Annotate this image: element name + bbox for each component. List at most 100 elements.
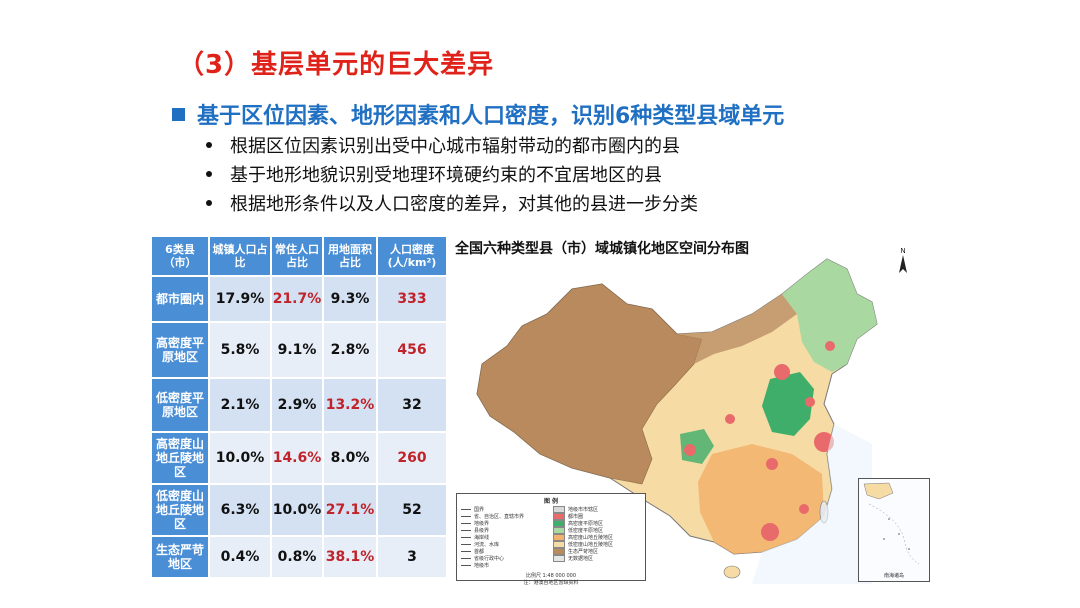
- sea-area: [752, 424, 872, 584]
- cell-land-area: 8.0%: [322, 431, 378, 485]
- cell-resident-pop: 10.0%: [270, 483, 324, 537]
- cell-urban-pop: 10.0%: [208, 431, 272, 485]
- line-swatch: [461, 551, 471, 552]
- line-swatch: [461, 558, 471, 559]
- line-swatch: [461, 530, 471, 531]
- cell-resident-pop: 21.7%: [270, 275, 324, 323]
- bullet-text: 根据地形条件以及人口密度的差异，对其他的县进一步分类: [230, 194, 698, 215]
- metro-xian: [725, 414, 735, 424]
- bullet-item: 基于地形地貌识别受地理环境硬约束的不宜居地区的县: [206, 161, 698, 190]
- bullet-dot-icon: [206, 142, 212, 148]
- color-swatch: [553, 520, 565, 527]
- cell-pop-density: 333: [376, 275, 448, 323]
- line-swatch: [461, 516, 471, 517]
- legend-item: 地级界: [461, 520, 549, 527]
- cell-resident-pop: 9.1%: [270, 321, 324, 379]
- line-swatch: [461, 509, 471, 510]
- header-county-type: 6类县（市）: [150, 235, 210, 277]
- row-category: 低密度山地丘陵地区: [150, 483, 210, 537]
- metro-xiamen: [799, 504, 809, 514]
- legend-item: 高密度平原地区: [553, 520, 641, 527]
- row-category: 生态严苛地区: [150, 535, 210, 579]
- bullet-dot-icon: [206, 200, 212, 206]
- color-swatch: [553, 513, 565, 520]
- row-category: 低密度平原地区: [150, 377, 210, 433]
- eco-region-north: [677, 294, 797, 364]
- metro-wuhan: [766, 458, 778, 470]
- header-urban-pop-share: 城镇人口占比: [208, 235, 272, 277]
- row-category: 高密度山地丘陵地区: [150, 431, 210, 485]
- header-pop-density: 人口密度(人/km²): [376, 235, 448, 277]
- legend-item: 省、自治区、直辖市界: [461, 513, 549, 520]
- cell-resident-pop: 2.9%: [270, 377, 324, 433]
- metro-chengdu: [684, 444, 696, 456]
- cell-urban-pop: 17.9%: [208, 275, 272, 323]
- color-swatch: [553, 548, 565, 555]
- high-hill-south: [698, 444, 824, 554]
- color-swatch: [553, 527, 565, 534]
- line-swatch: [461, 544, 471, 545]
- cell-urban-pop: 5.8%: [208, 321, 272, 379]
- bullet-list: 根据区位因素识别出受中心城市辐射带动的都市圈内的县 基于地形地貌识别受地理环境硬…: [206, 132, 698, 219]
- line-swatch: [461, 523, 471, 524]
- metro-qingdao: [805, 397, 815, 407]
- county-type-table: 6类县（市） 城镇人口占比 常住人口占比 用地面积占比 人口密度(人/km²) …: [150, 235, 448, 579]
- cell-pop-density: 3: [376, 535, 448, 579]
- cell-land-area: 13.2%: [322, 377, 378, 433]
- row-category: 都市圈内: [150, 275, 210, 323]
- section-title: （3）基层单元的巨大差异: [178, 50, 495, 80]
- bullet-item: 根据地形条件以及人口密度的差异，对其他的县进一步分类: [206, 190, 698, 219]
- legend-item: 无数据地区: [553, 555, 641, 562]
- metro-pearl-river: [761, 523, 779, 541]
- cell-urban-pop: 0.4%: [208, 535, 272, 579]
- table-row: 都市圈内 17.9% 21.7% 9.3% 333: [150, 275, 448, 323]
- metro-shenyang: [825, 341, 835, 351]
- table-row: 高密度山地丘陵地区 10.0% 14.6% 8.0% 260: [150, 431, 448, 485]
- eco-region-west: [476, 283, 703, 485]
- line-swatch: [461, 537, 471, 538]
- table-row: 生态严苛地区 0.4% 0.8% 38.1% 3: [150, 535, 448, 579]
- legend-heading: 图 例: [543, 498, 559, 505]
- table-row: 高密度平原地区 5.8% 9.1% 2.8% 456: [150, 321, 448, 379]
- china-county-type-map: [476, 258, 878, 584]
- hainan-island: [723, 565, 741, 579]
- cell-resident-pop: 0.8%: [270, 535, 324, 579]
- legend-item: 地级市: [461, 562, 549, 569]
- south-china-sea-inset: 南海诸岛: [858, 478, 930, 582]
- cell-resident-pop: 14.6%: [270, 431, 324, 485]
- legend-item: 县级界: [461, 527, 549, 534]
- cell-land-area: 2.8%: [322, 321, 378, 379]
- legend-left-column: 国界 省、自治区、直辖市界 地级界 县级界 海岸线 河流、水库 首都 省级行政中…: [461, 506, 549, 569]
- north-arrow-icon: N: [899, 248, 907, 273]
- cell-urban-pop: 2.1%: [208, 377, 272, 433]
- subtitle-text: 基于区位因素、地形因素和人口密度，识别6种类型县域单元: [197, 104, 785, 129]
- color-swatch: [553, 534, 565, 541]
- table-header-row: 6类县（市） 城镇人口占比 常住人口占比 用地面积占比 人口密度(人/km²): [150, 235, 448, 277]
- legend-item: 河流、水库: [461, 541, 549, 548]
- cell-pop-density: 456: [376, 321, 448, 379]
- table-row: 低密度平原地区 2.1% 2.9% 13.2% 32: [150, 377, 448, 433]
- metro-beijing: [774, 364, 790, 380]
- bullet-text: 根据区位因素识别出受中心城市辐射带动的都市圈内的县: [230, 136, 680, 157]
- legend-item: 国界: [461, 506, 549, 513]
- subtitle: 基于区位因素、地形因素和人口密度，识别6种类型县域单元: [172, 98, 784, 130]
- row-category: 高密度平原地区: [150, 321, 210, 379]
- legend-item: 高密度山地丘陵地区: [553, 534, 641, 541]
- high-plain-north: [762, 372, 814, 436]
- cell-land-area: 27.1%: [322, 483, 378, 537]
- cell-pop-density: 32: [376, 377, 448, 433]
- table-row: 低密度山地丘陵地区 6.3% 10.0% 27.1% 52: [150, 483, 448, 537]
- cell-land-area: 38.1%: [322, 535, 378, 579]
- bullet-item: 根据区位因素识别出受中心城市辐射带动的都市圈内的县: [206, 132, 698, 161]
- legend-item: 都市圈: [553, 513, 641, 520]
- color-swatch: [553, 506, 565, 513]
- legend-item: 生态严苛地区: [553, 548, 641, 555]
- map-legend: 图 例 国界 省、自治区、直辖市界 地级界 县级界 海岸线 河流、水库 首都 省…: [456, 493, 646, 586]
- legend-item: 首都: [461, 548, 549, 555]
- square-bullet-icon: [172, 108, 185, 121]
- cell-pop-density: 260: [376, 431, 448, 485]
- legend-item: 省级行政中心: [461, 555, 549, 562]
- inset-map: [863, 482, 920, 565]
- legend-item: 低密度山地丘陵地区: [553, 541, 641, 548]
- legend-item: 低密度平原地区: [553, 527, 641, 534]
